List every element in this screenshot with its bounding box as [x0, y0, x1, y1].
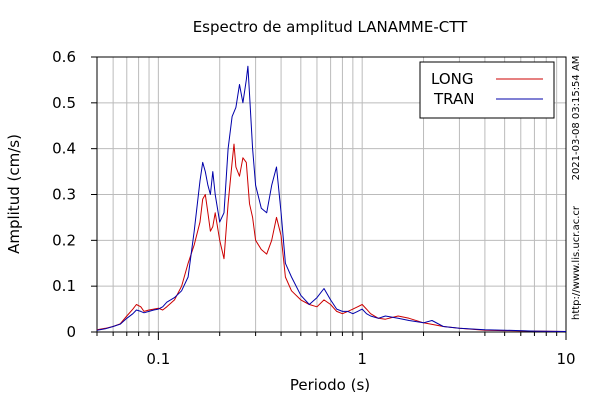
y-tick-label: 0.5	[52, 94, 76, 112]
legend-label-tran: TRAN	[433, 90, 474, 108]
legend: LONG TRAN	[419, 61, 555, 119]
legend-label-long: LONG	[431, 70, 473, 88]
series-layer	[96, 65, 567, 332]
y-tick-label: 0.1	[52, 277, 76, 295]
url-label: http://www.lis.ucr.ac.cr	[571, 205, 582, 320]
chart-title: Espectro de amplitud LANAMME-CTT	[193, 18, 468, 36]
series-line-tran	[96, 65, 567, 332]
x-axis-label: Periodo (s)	[290, 376, 370, 394]
y-tick-label: 0.6	[52, 48, 76, 66]
y-tick-label: 0.4	[52, 140, 76, 158]
x-tick-label: 1	[357, 350, 367, 368]
y-tick-label: 0.3	[52, 186, 76, 204]
y-axis-label: Amplitud (cm/s)	[5, 134, 23, 254]
y-tick-label: 0.2	[52, 231, 76, 249]
x-tick-label: 0.1	[146, 350, 170, 368]
y-tick-label: 0	[66, 323, 76, 341]
x-tick-label: 10	[556, 350, 575, 368]
legend-box	[419, 61, 555, 119]
timestamp-label: 2021-03-08 03:15:54 AM	[571, 56, 582, 181]
axis-ticks: 0.1 1 10 0 0.1 0.2 0.3 0.4 0.5 0.6	[52, 48, 575, 368]
